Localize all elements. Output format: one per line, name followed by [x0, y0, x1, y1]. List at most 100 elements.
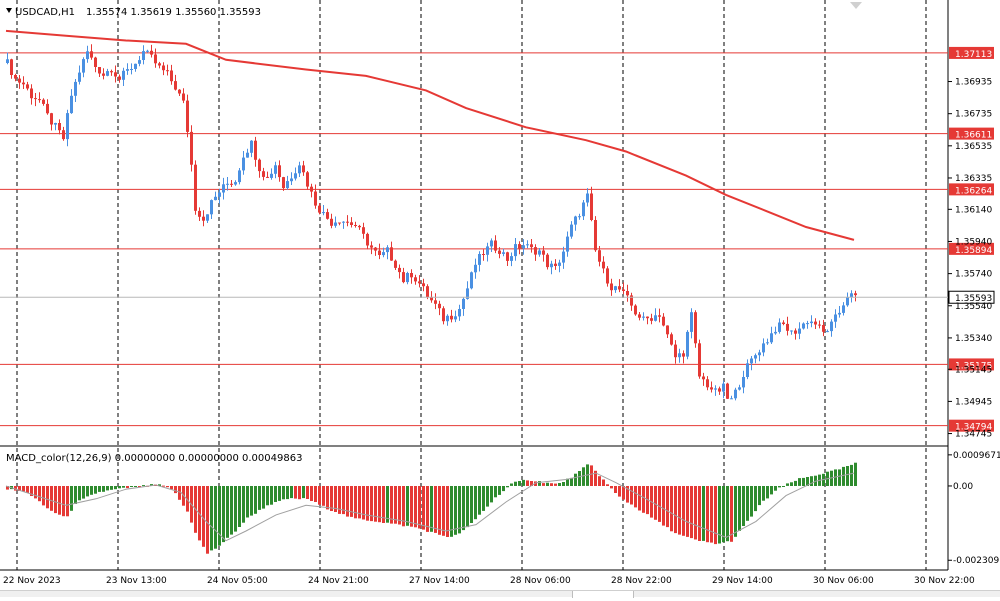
bear-candle[interactable]	[262, 171, 265, 177]
bear-candle[interactable]	[150, 50, 153, 55]
bear-candle[interactable]	[494, 240, 497, 251]
bull-candle[interactable]	[226, 183, 229, 185]
bull-candle[interactable]	[562, 251, 565, 263]
bull-candle[interactable]	[778, 322, 781, 332]
bear-candle[interactable]	[590, 193, 593, 221]
bear-candle[interactable]	[318, 205, 321, 213]
bear-candle[interactable]	[658, 315, 661, 317]
bull-candle[interactable]	[550, 263, 553, 268]
bear-candle[interactable]	[710, 387, 713, 390]
bear-candle[interactable]	[534, 247, 537, 255]
bear-candle[interactable]	[670, 334, 673, 345]
bull-candle[interactable]	[802, 323, 805, 329]
bear-candle[interactable]	[794, 330, 797, 334]
bull-candle[interactable]	[678, 353, 681, 358]
bear-candle[interactable]	[426, 286, 429, 298]
bear-candle[interactable]	[186, 100, 189, 132]
bear-candle[interactable]	[666, 325, 669, 335]
bull-candle[interactable]	[218, 192, 221, 197]
bear-candle[interactable]	[542, 250, 545, 255]
bull-candle[interactable]	[798, 328, 801, 334]
bear-candle[interactable]	[314, 191, 317, 206]
bull-candle[interactable]	[54, 123, 57, 125]
bear-candle[interactable]	[18, 78, 21, 83]
bull-candle[interactable]	[382, 252, 385, 256]
bear-candle[interactable]	[594, 220, 597, 251]
bear-candle[interactable]	[166, 70, 169, 72]
bull-candle[interactable]	[214, 196, 217, 201]
bear-candle[interactable]	[14, 75, 17, 79]
bear-candle[interactable]	[10, 59, 13, 75]
bull-candle[interactable]	[290, 178, 293, 182]
bull-candle[interactable]	[614, 286, 617, 291]
bull-candle[interactable]	[142, 51, 145, 60]
bear-candle[interactable]	[390, 247, 393, 261]
bear-candle[interactable]	[598, 250, 601, 262]
bear-candle[interactable]	[618, 286, 621, 290]
bear-candle[interactable]	[46, 103, 49, 114]
bear-candle[interactable]	[706, 379, 709, 388]
bull-candle[interactable]	[750, 358, 753, 364]
bull-candle[interactable]	[738, 387, 741, 390]
bear-candle[interactable]	[854, 293, 857, 296]
bull-candle[interactable]	[210, 200, 213, 215]
bear-candle[interactable]	[422, 283, 425, 287]
bear-candle[interactable]	[814, 321, 817, 325]
bear-candle[interactable]	[22, 82, 25, 85]
time-axis[interactable]: 22 Nov 2023 23 Nov 13:00 24 Nov 05:00 24 No…	[3, 576, 1000, 586]
bear-candle[interactable]	[726, 383, 729, 399]
bear-candle[interactable]	[442, 308, 445, 322]
bear-candle[interactable]	[358, 225, 361, 228]
bear-candle[interactable]	[546, 254, 549, 268]
bull-candle[interactable]	[830, 321, 833, 332]
bull-candle[interactable]	[106, 71, 109, 76]
bear-candle[interactable]	[430, 297, 433, 301]
bull-candle[interactable]	[742, 377, 745, 388]
bear-candle[interactable]	[102, 73, 105, 76]
bear-candle[interactable]	[42, 99, 45, 104]
bull-candle[interactable]	[70, 95, 73, 114]
bull-candle[interactable]	[406, 273, 409, 283]
bear-candle[interactable]	[306, 172, 309, 187]
bear-candle[interactable]	[786, 323, 789, 331]
bull-candle[interactable]	[82, 59, 85, 73]
bull-candle[interactable]	[86, 51, 89, 60]
bear-candle[interactable]	[178, 89, 181, 94]
bull-candle[interactable]	[78, 72, 81, 82]
bull-candle[interactable]	[730, 398, 733, 400]
bear-candle[interactable]	[338, 222, 341, 224]
bull-candle[interactable]	[510, 256, 513, 261]
bull-candle[interactable]	[834, 314, 837, 322]
bull-candle[interactable]	[238, 170, 241, 183]
macd-histogram[interactable]	[6, 462, 857, 554]
bull-candle[interactable]	[686, 331, 689, 357]
bear-candle[interactable]	[158, 63, 161, 66]
bear-candle[interactable]	[518, 244, 521, 249]
bull-candle[interactable]	[586, 193, 589, 203]
bear-candle[interactable]	[626, 291, 629, 296]
bear-candle[interactable]	[194, 164, 197, 211]
bear-candle[interactable]	[302, 165, 305, 173]
bull-candle[interactable]	[746, 363, 749, 377]
bull-candle[interactable]	[298, 165, 301, 174]
bull-candle[interactable]	[502, 252, 505, 254]
bear-candle[interactable]	[682, 353, 685, 357]
bear-candle[interactable]	[622, 289, 625, 292]
bear-candle[interactable]	[118, 76, 121, 80]
bull-candle[interactable]	[342, 221, 345, 223]
bear-candle[interactable]	[498, 250, 501, 254]
bear-candle[interactable]	[450, 315, 453, 320]
bear-candle[interactable]	[346, 221, 349, 223]
bull-candle[interactable]	[846, 297, 849, 306]
bull-candle[interactable]	[270, 173, 273, 178]
bull-candle[interactable]	[462, 298, 465, 309]
bear-candle[interactable]	[378, 250, 381, 255]
bear-candle[interactable]	[482, 254, 485, 255]
bull-candle[interactable]	[850, 293, 853, 297]
bull-candle[interactable]	[690, 312, 693, 332]
bull-candle[interactable]	[122, 70, 125, 80]
bear-candle[interactable]	[418, 281, 421, 284]
bear-candle[interactable]	[38, 99, 41, 101]
bear-candle[interactable]	[310, 186, 313, 192]
